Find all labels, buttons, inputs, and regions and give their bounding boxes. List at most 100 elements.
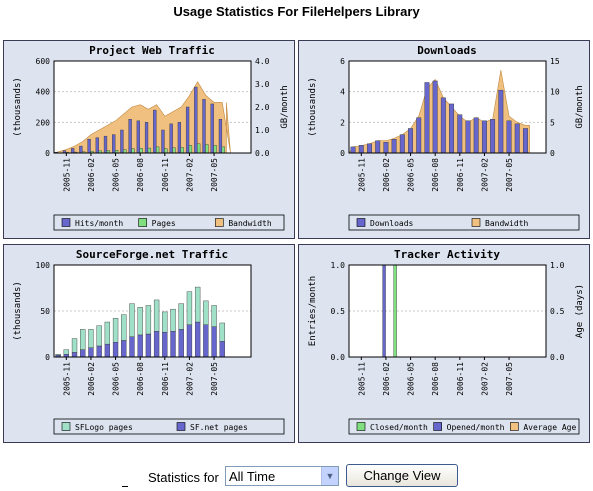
x-tick-label: 2006-11: [161, 158, 170, 192]
chart-title: Downloads: [417, 44, 477, 57]
period-select[interactable]: All Time ▼: [225, 466, 339, 486]
plot-frame: [53, 60, 252, 154]
x-tick-label: 2007-02: [480, 158, 489, 192]
bar-sf-net-pages: [88, 347, 94, 358]
bar-hits-month: [95, 137, 99, 154]
bar-hits-month: [87, 138, 91, 154]
bar-pages: [188, 145, 193, 154]
bar-sflogo-pages: [145, 305, 152, 335]
y-tick-label: 400: [36, 88, 51, 97]
bar-pages: [123, 149, 127, 154]
bar-sflogo-pages: [63, 349, 69, 355]
legend-swatch: [215, 218, 224, 227]
x-tick-label: 2005-11: [357, 158, 366, 192]
bar-sflogo-pages: [137, 307, 143, 336]
legend-swatch: [61, 422, 71, 431]
bar-downloads: [449, 103, 455, 154]
bar-downloads: [432, 80, 438, 154]
bar-sf-net-pages: [145, 333, 152, 358]
legend-label: Bandwidth: [228, 219, 272, 228]
bar-sflogo-pages: [96, 325, 102, 347]
bar-sf-net-pages: [80, 349, 86, 358]
bar-hits-month: [177, 122, 182, 154]
y-axis-label: (thousands): [308, 77, 318, 137]
bar-hits-month: [144, 122, 149, 154]
bar-downloads: [490, 119, 496, 154]
y-tick-label: 0: [45, 353, 50, 362]
chart-title: Project Web Traffic: [89, 44, 215, 57]
legend-label: Bandwidth: [485, 219, 529, 228]
bar-hits-month: [112, 134, 116, 154]
legend: [53, 418, 285, 435]
bar-closed-month: [393, 264, 397, 358]
legend-swatch: [433, 422, 442, 431]
x-tick-label: 2007-05: [210, 362, 219, 396]
x-tick-label: 2006-02: [382, 362, 391, 396]
view-controls: Statistics for All Time ▼ Change View: [0, 464, 593, 488]
x-tick-label: 2007-05: [505, 158, 514, 192]
legend-swatch: [176, 422, 186, 431]
bar-downloads: [481, 120, 487, 154]
plot-frame: [348, 60, 547, 154]
downloads-chart: Downloads 0 2 4 6 0 5 10 15 (thousands) GB/month 20…: [308, 44, 585, 231]
legend-swatch: [61, 218, 71, 227]
bar-downloads: [350, 146, 356, 154]
bar-sflogo-pages: [88, 329, 94, 349]
legend-label: Opened/month: [447, 423, 505, 432]
bar-sflogo-pages: [121, 314, 127, 341]
bar-hits-month: [120, 129, 124, 154]
bar-downloads: [457, 114, 463, 154]
legend-swatch: [471, 218, 481, 227]
y2-tick-label: 0.0: [550, 353, 565, 362]
plot-frame: [53, 264, 252, 358]
y-tick-label: 4: [340, 88, 345, 97]
project-web-traffic-panel: Project Web Traffic 0 200 400 600 0.0 1.0 2.0 3.…: [3, 40, 295, 239]
chevron-down-icon[interactable]: ▼: [321, 467, 338, 485]
tracker-activity-panel: Tracker Activity 0.0 0.5 1.0 0.0 0.5 1.0 Entrie…: [298, 244, 590, 443]
bar-downloads: [522, 128, 528, 154]
bar-sf-net-pages: [178, 329, 184, 358]
x-tick-label: 2006-05: [112, 158, 121, 192]
bar-hits-month: [71, 148, 75, 154]
bar-hits-month: [136, 120, 140, 154]
bar-sf-net-pages: [203, 324, 209, 358]
bar-downloads: [473, 117, 479, 154]
legend-label: Pages: [152, 219, 176, 228]
bar-sf-net-pages: [211, 326, 217, 358]
y-tick-label: 100: [36, 261, 51, 270]
y2-tick-label: 0.5: [550, 307, 565, 316]
bar-sflogo-pages: [194, 286, 201, 323]
y-tick-label: 6: [340, 57, 345, 66]
y-axis-label: (thousands): [13, 77, 23, 137]
change-view-button[interactable]: Change View: [346, 464, 458, 487]
bar-sflogo-pages: [129, 303, 135, 337]
y2-tick-label: 0: [550, 149, 555, 158]
bar-pages: [221, 146, 225, 154]
divider: [122, 486, 128, 487]
legend: [53, 214, 285, 231]
x-tick-label: 2007-05: [210, 158, 219, 192]
x-tick-label: 2005-11: [62, 158, 71, 192]
bar-pages: [164, 148, 168, 154]
bar-pages: [213, 145, 217, 154]
bar-sf-net-pages: [71, 352, 78, 358]
bar-sf-net-pages: [162, 331, 168, 358]
bar-pages: [172, 147, 176, 154]
bar-hits-month: [169, 123, 173, 154]
bar-sflogo-pages: [178, 303, 184, 330]
bar-pages: [155, 146, 160, 154]
x-tick-label: 2006-05: [407, 158, 416, 192]
bar-downloads: [506, 120, 512, 154]
bar-hits-month: [79, 145, 83, 154]
y2-tick-label: 4.0: [255, 57, 270, 66]
statistics-for-label: Statistics for: [148, 470, 219, 485]
x-tick-label: 2006-02: [382, 158, 391, 192]
bar-sflogo-pages: [219, 322, 225, 342]
y2-axis-label: GB/month: [280, 85, 290, 128]
x-tick-label: 2007-02: [185, 158, 194, 192]
legend-swatch: [138, 218, 147, 227]
legend-label: SF.net pages: [190, 423, 248, 432]
x-tick-label: 2006-08: [431, 158, 440, 192]
bar-sf-net-pages: [104, 343, 111, 358]
bar-downloads: [416, 117, 422, 154]
